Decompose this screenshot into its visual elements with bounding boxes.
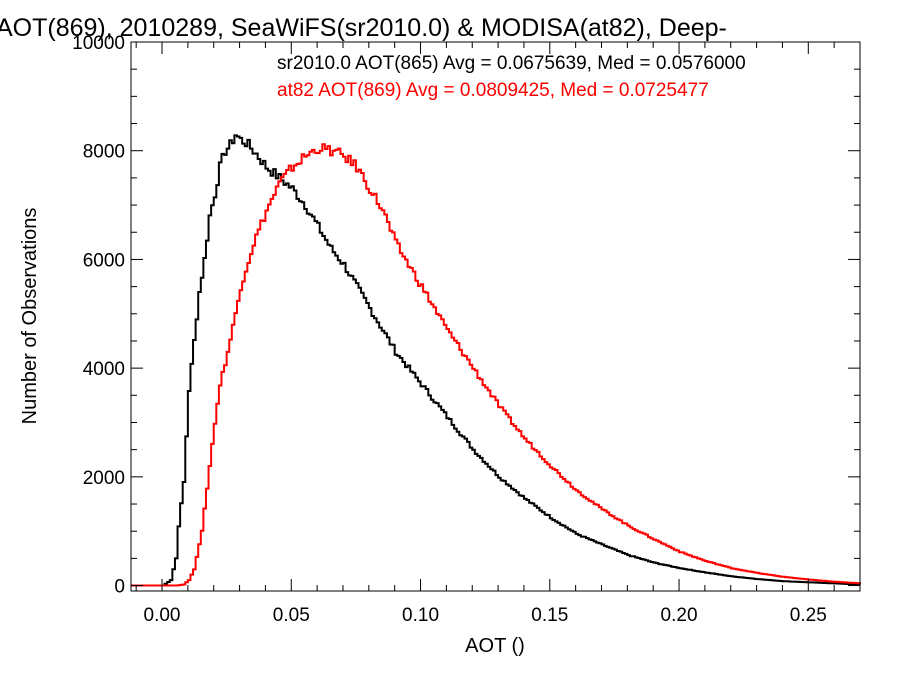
y-tick-label-4: 8000 bbox=[83, 142, 125, 163]
x-tick-label-5: 0.25 bbox=[790, 605, 827, 626]
y-tick-label-0: 0 bbox=[114, 577, 125, 598]
plot-frame bbox=[130, 41, 861, 592]
y-tick-label-2: 4000 bbox=[83, 359, 125, 380]
plot-layer: 0.00 0.05 0.10 0.15 0.20 0.25 0 2000 4000 6000 800… bbox=[72, 33, 861, 626]
legend-entry-at82: at82 AOT(869) Avg = 0.0809425, Med = 0.0… bbox=[277, 80, 709, 101]
y-axis-label: Number of Observations bbox=[19, 208, 41, 425]
y-tick-label-5: 10000 bbox=[72, 33, 125, 54]
x-tick-label-4: 0.20 bbox=[661, 605, 698, 626]
y-tick-label-3: 6000 bbox=[83, 250, 125, 271]
x-axis-label: AOT () bbox=[465, 635, 525, 657]
legend-entry-sr2010: sr2010.0 AOT(865) Avg = 0.0675639, Med =… bbox=[277, 53, 746, 74]
x-tick-label-0: 0.00 bbox=[144, 605, 181, 626]
x-tick-label-3: 0.15 bbox=[531, 605, 568, 626]
series-line-0 bbox=[131, 134, 861, 587]
chart-title: AOT(869), 2010289, SeaWiFS(sr2010.0) & M… bbox=[0, 14, 727, 42]
x-tick-label-2: 0.10 bbox=[402, 605, 439, 626]
x-tick-label-1: 0.05 bbox=[273, 605, 310, 626]
y-tick-label-1: 2000 bbox=[83, 468, 125, 489]
series-line-1 bbox=[131, 143, 861, 587]
